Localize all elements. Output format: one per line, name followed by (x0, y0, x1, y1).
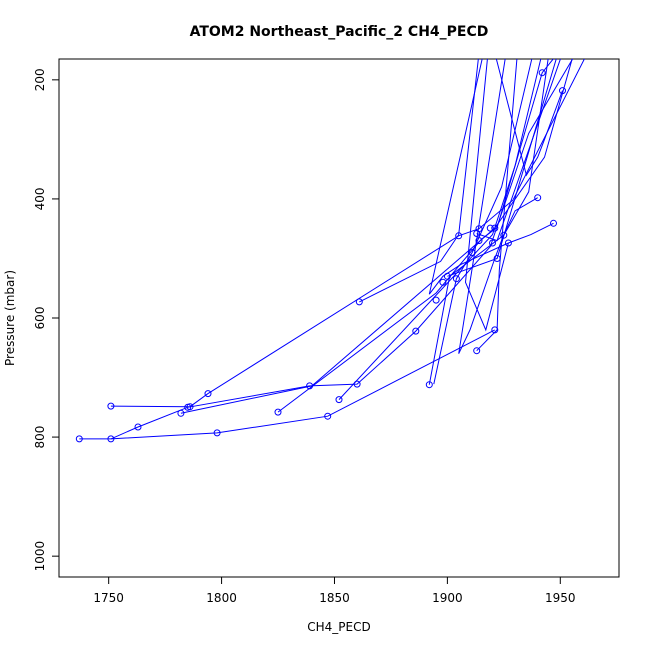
profile-line (180, 59, 573, 414)
data-point (107, 435, 115, 443)
data-point (473, 230, 481, 237)
y-tick-label: 1000 (33, 541, 47, 572)
data-point (443, 272, 451, 280)
profile-line (464, 59, 509, 332)
x-tick-label: 1950 (545, 591, 576, 605)
profile-line (476, 59, 561, 242)
data-point (550, 219, 557, 227)
y-tick-label: 400 (33, 187, 47, 210)
data-point (274, 408, 282, 416)
profile-line (359, 59, 479, 303)
profile-line (458, 59, 538, 354)
data-point (425, 381, 433, 389)
profile-line (428, 59, 549, 385)
profile-line (110, 59, 574, 440)
data-point (489, 239, 496, 247)
data-point (475, 237, 483, 245)
data-point (306, 382, 314, 390)
plot-frame (58, 58, 620, 578)
data-point (468, 249, 476, 256)
data-point (491, 326, 499, 334)
y-tick-label: 200 (33, 68, 47, 91)
data-point (355, 298, 363, 306)
data-point (353, 380, 361, 388)
chart-title: ATOM2 Northeast_Pacific_2 CH4_PECD (190, 24, 489, 40)
data-point (134, 423, 142, 431)
profile-line (433, 59, 533, 385)
y-axis: 200 400 600 800 1000 (33, 68, 59, 571)
data-point (452, 275, 460, 283)
data-point (439, 278, 447, 286)
x-tick-label: 1900 (432, 591, 463, 605)
data-point (412, 327, 420, 335)
y-tick-label: 800 (33, 426, 47, 449)
data-point (75, 435, 83, 443)
series-lines (79, 59, 585, 440)
data-point (186, 403, 194, 411)
data-point (504, 239, 512, 247)
data-point (335, 396, 343, 404)
data-point (491, 224, 499, 232)
data-point (432, 296, 440, 304)
y-axis-label: Pressure (mbar) (3, 270, 17, 366)
data-point (324, 412, 332, 420)
profile-line (447, 59, 557, 277)
data-point (473, 347, 481, 355)
data-point (559, 87, 566, 95)
x-tick-label: 1800 (206, 591, 237, 605)
x-tick-label: 1750 (93, 591, 124, 605)
data-point (486, 224, 494, 232)
profile-line (110, 59, 585, 408)
profile-line (428, 59, 554, 295)
data-point (177, 409, 185, 417)
data-point (204, 390, 212, 398)
data-point (534, 194, 542, 202)
data-point (500, 231, 508, 239)
profile-line (495, 59, 563, 177)
data-point (493, 255, 501, 262)
x-tick-label: 1850 (319, 591, 350, 605)
data-point (213, 429, 221, 437)
series-points (75, 69, 566, 443)
profile-line (79, 329, 496, 440)
y-tick-label: 600 (33, 307, 47, 330)
profile-line (476, 59, 518, 352)
x-axis-label: CH4_PECD (307, 620, 370, 634)
data-point (538, 69, 546, 77)
data-point (455, 232, 463, 240)
profile-line (277, 59, 554, 413)
x-axis: 1750 1800 1850 1900 1950 (93, 577, 576, 605)
data-point (107, 402, 115, 410)
profile-line (338, 59, 542, 400)
